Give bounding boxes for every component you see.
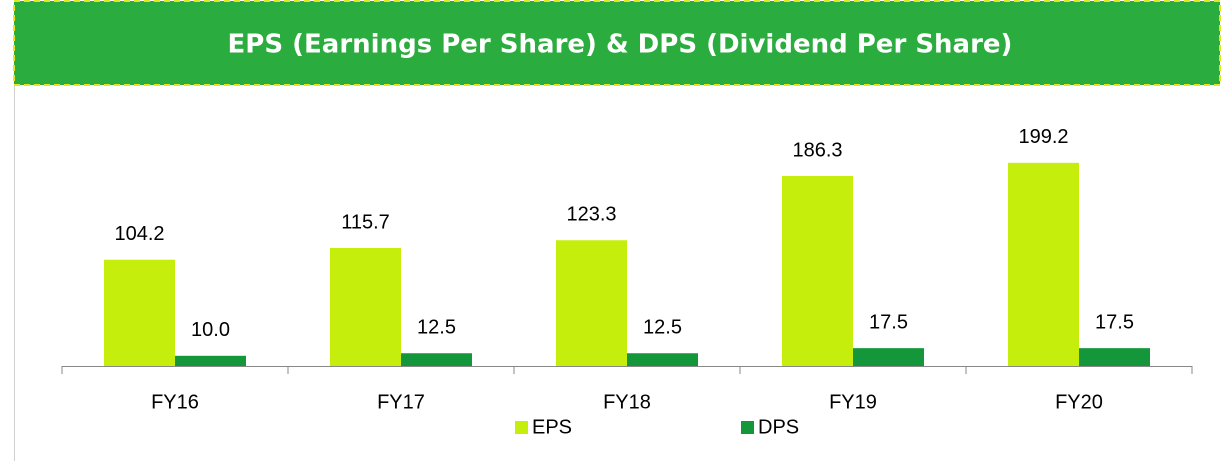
x-tick-label: FY18 — [603, 391, 651, 413]
bar — [853, 348, 924, 366]
x-tick-label: FY16 — [151, 391, 199, 413]
legend-swatch — [515, 421, 528, 434]
value-label: 12.5 — [417, 317, 456, 339]
value-label: 123.3 — [566, 204, 616, 226]
bar — [627, 353, 698, 366]
value-label: 115.7 — [341, 211, 390, 233]
legend-swatch — [741, 421, 754, 434]
header-band — [13, 0, 1221, 86]
value-label: 17.5 — [1095, 311, 1134, 333]
value-label: 199.2 — [1018, 126, 1068, 148]
legend-label: DPS — [758, 416, 799, 438]
bar — [1008, 162, 1079, 366]
bar — [556, 240, 627, 366]
bar — [782, 175, 853, 366]
legend-label: EPS — [532, 416, 572, 438]
bar — [330, 247, 401, 366]
value-label: 10.0 — [191, 319, 230, 341]
x-tick-label: FY19 — [829, 391, 877, 413]
value-label: 12.5 — [643, 317, 682, 339]
x-tick-label: FY20 — [1055, 391, 1103, 413]
bar — [401, 353, 472, 366]
value-label: 186.3 — [792, 139, 842, 161]
bar — [104, 259, 175, 366]
x-tick-label: FY17 — [377, 391, 425, 413]
bar — [1079, 348, 1150, 366]
value-label: 17.5 — [869, 311, 908, 333]
value-label: 104.2 — [114, 223, 164, 245]
chart-title: EPS (Earnings Per Share) & DPS (Dividend… — [228, 30, 1013, 60]
bar — [175, 355, 246, 366]
